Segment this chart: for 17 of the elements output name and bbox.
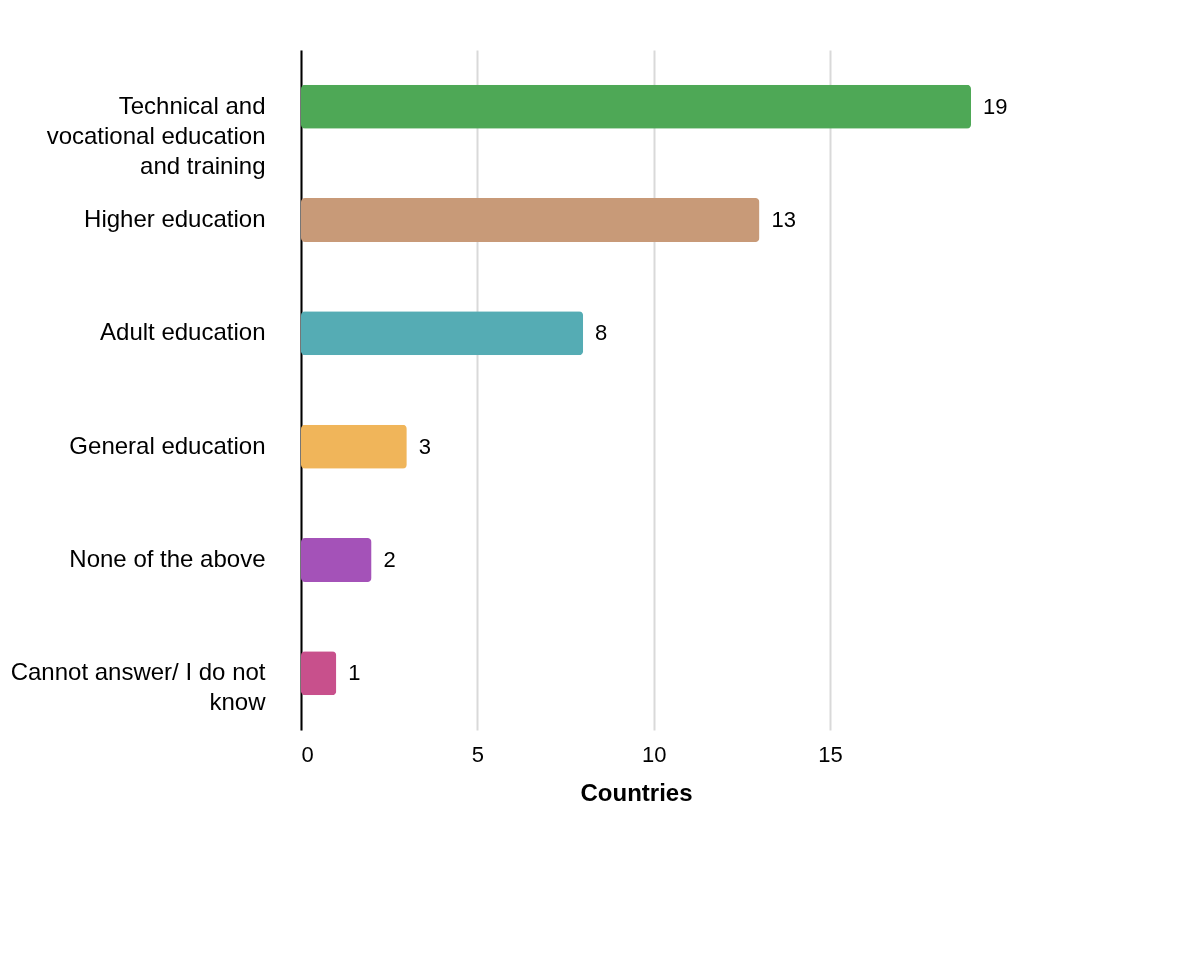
x-tick-label: 10	[641, 741, 667, 767]
x-tick-label: 5	[471, 741, 484, 767]
y-tick-label: General education	[69, 431, 266, 459]
y-tick-label: None of the above	[69, 545, 266, 572]
y-tick-label: Higher education	[84, 205, 266, 232]
y-tick-label: Technical and vocational education and training	[46, 91, 266, 179]
data-label: 13	[771, 207, 796, 232]
data-label: 2	[383, 547, 396, 572]
data-label: 19	[983, 93, 1008, 119]
x-axis-title: Countries	[580, 778, 693, 806]
y-tick-label: Cannot answer/ I do not know	[10, 658, 267, 716]
data-label: 3	[418, 433, 432, 459]
x-tick-label: 0	[301, 741, 314, 767]
x-tick-label: 15	[818, 741, 843, 767]
y-tick-label: Adult education	[100, 318, 266, 346]
data-label: 1	[348, 660, 361, 686]
data-label: 8	[595, 320, 608, 346]
